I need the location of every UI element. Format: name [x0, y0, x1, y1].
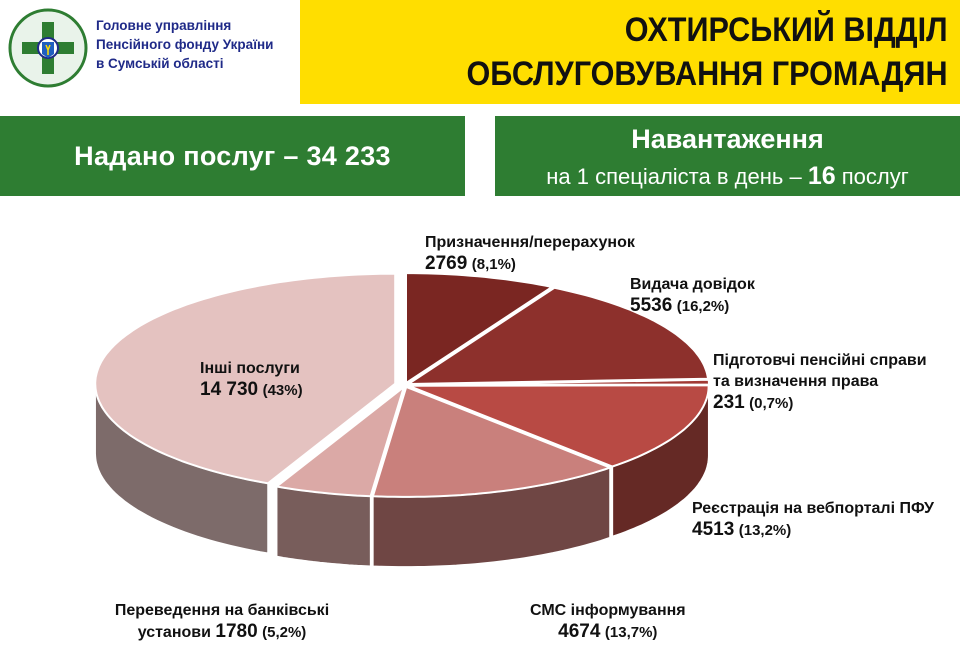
- pie-slice-5: [274, 384, 406, 498]
- slice-label-0: Призначення/перерахунок 2769 (8,1%): [425, 232, 635, 275]
- slice-percent: (16,2%): [676, 298, 730, 315]
- workload-suffix: послуг: [841, 164, 909, 189]
- pie-slice-3: [408, 384, 710, 468]
- slice-label-3: Реєстрація на вебпорталі ПФУ 4513 (13,2%…: [692, 498, 934, 541]
- pie-slice-6: [94, 272, 397, 485]
- workload-box: Навантаження на 1 спеціаліста в день – 1…: [495, 116, 960, 196]
- workload-value: 16: [807, 162, 836, 190]
- workload-prefix: на 1 спеціаліста в день –: [546, 164, 802, 189]
- slice-percent: (5,2%): [262, 624, 307, 641]
- slice-value: 2769: [425, 253, 468, 274]
- slice-name: Видача довідок: [630, 276, 755, 293]
- pie-slice-1: [404, 286, 710, 386]
- pie-side-walls: [94, 383, 710, 568]
- header-title-area: ОХТИРСЬКИЙ ВІДДІЛ ОБСЛУГОВУВАННЯ ГРОМАДЯ…: [300, 0, 960, 104]
- slice-value: 4513: [692, 519, 735, 540]
- slice-percent: (43%): [262, 382, 303, 399]
- slice-value: 1780: [215, 621, 258, 642]
- slice-percent: (13,7%): [604, 624, 658, 641]
- services-total-box: Надано послуг – 34 233: [0, 116, 465, 196]
- page-title: ОХТИРСЬКИЙ ВІДДІЛ ОБСЛУГОВУВАННЯ ГРОМАДЯ…: [466, 11, 948, 93]
- slice-value: 14 730: [200, 379, 259, 400]
- slice-name: СМС інформування: [530, 602, 686, 619]
- slice-value: 231: [713, 392, 745, 413]
- slice-name: Переведення на банківські установи: [114, 602, 330, 641]
- pie-slice-4: [371, 385, 613, 498]
- slice-name: Реєстрація на вебпорталі ПФУ: [692, 500, 934, 517]
- pension-fund-emblem-icon: [8, 8, 88, 88]
- pie-slice-0: [404, 272, 555, 385]
- slice-name: Підготовчі пенсійні справи та визначення…: [713, 352, 927, 390]
- slice-value: 4674: [558, 621, 601, 642]
- pie-top-faces: [94, 272, 710, 498]
- services-total-text: Надано послуг – 34 233: [74, 140, 391, 171]
- slice-percent: (8,1%): [471, 256, 516, 273]
- pie-slice-side: [275, 485, 372, 567]
- slice-label-6: Інші послуги 14 730 (43%): [200, 358, 303, 401]
- pie-slice-2: [408, 378, 710, 386]
- slice-name: Призначення/перерахунок: [425, 234, 635, 251]
- header-logo-area: Головне управління Пенсійного фонду Укра…: [0, 0, 300, 104]
- slice-label-5: Переведення на банківські установи 1780 …: [102, 600, 342, 643]
- slice-name: Інші послуги: [200, 360, 300, 377]
- workload-subtitle: на 1 спеціаліста в день – 16 послуг: [495, 162, 960, 191]
- slice-value: 5536: [630, 295, 673, 316]
- workload-title: Навантаження: [631, 124, 824, 154]
- slice-label-2: Підготовчі пенсійні справи та визначення…: [713, 350, 933, 414]
- organization-name: Головне управління Пенсійного фонду Укра…: [96, 18, 274, 71]
- slice-percent: (0,7%): [749, 395, 794, 412]
- slice-label-4: СМС інформування 4674 (13,7%): [530, 600, 686, 643]
- slice-percent: (13,2%): [738, 522, 792, 539]
- slice-label-1: Видача довідок 5536 (16,2%): [630, 274, 755, 317]
